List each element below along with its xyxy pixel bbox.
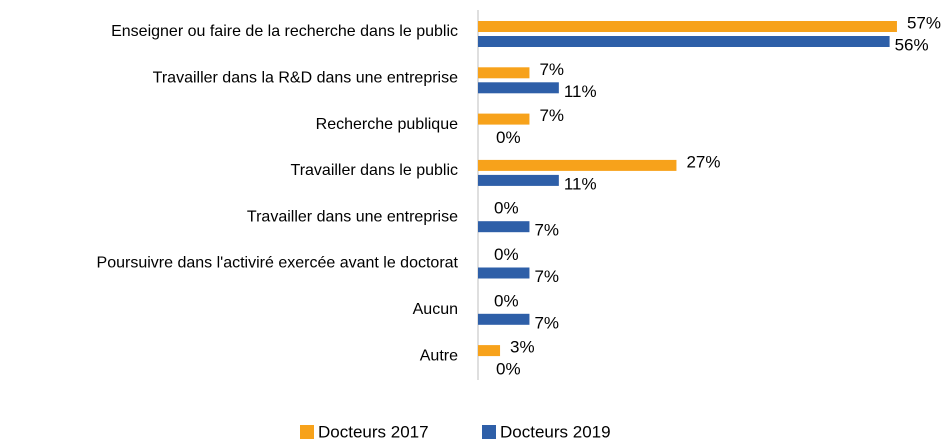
category-label: Enseigner ou faire de la recherche dans … bbox=[111, 23, 458, 40]
bar bbox=[478, 174, 559, 186]
category-label: Aucun bbox=[413, 301, 458, 318]
category-label: Travailler dans la R&D dans une entrepri… bbox=[153, 70, 458, 87]
legend-label: Docteurs 2017 bbox=[318, 422, 429, 440]
bar bbox=[478, 21, 897, 32]
bar bbox=[478, 159, 677, 171]
category-label: Poursuivre dans l'activiré exercée avant… bbox=[97, 255, 459, 272]
bar bbox=[478, 113, 530, 125]
value-label: 7% bbox=[534, 221, 559, 240]
value-label: 56% bbox=[895, 35, 929, 54]
legend-label: Docteurs 2019 bbox=[500, 422, 611, 440]
value-label: 0% bbox=[494, 291, 519, 310]
legend-swatch bbox=[482, 425, 496, 439]
bar bbox=[478, 267, 530, 279]
category-label: Travailler dans une entreprise bbox=[247, 208, 458, 225]
value-label: 57% bbox=[907, 13, 941, 32]
category-label: Recherche publique bbox=[316, 116, 458, 133]
value-label: 11% bbox=[564, 174, 597, 193]
category-label: Travailler dans le public bbox=[291, 162, 458, 179]
value-label: 7% bbox=[534, 313, 559, 332]
value-label: 7% bbox=[539, 60, 564, 79]
value-label: 3% bbox=[510, 338, 535, 357]
value-label: 0% bbox=[496, 360, 521, 379]
value-label: 7% bbox=[534, 267, 559, 286]
value-label: 27% bbox=[686, 152, 720, 171]
value-label: 11% bbox=[564, 82, 597, 101]
bar bbox=[478, 36, 890, 47]
value-label: 0% bbox=[496, 128, 521, 147]
bar bbox=[478, 313, 530, 325]
bar bbox=[478, 345, 501, 357]
value-label: 7% bbox=[539, 106, 564, 125]
value-label: 0% bbox=[494, 199, 519, 218]
bar bbox=[478, 82, 559, 94]
bar bbox=[478, 67, 530, 79]
legend-swatch bbox=[300, 425, 314, 439]
bar bbox=[478, 221, 530, 233]
value-label: 0% bbox=[494, 245, 519, 264]
category-label: Autre bbox=[420, 347, 458, 364]
